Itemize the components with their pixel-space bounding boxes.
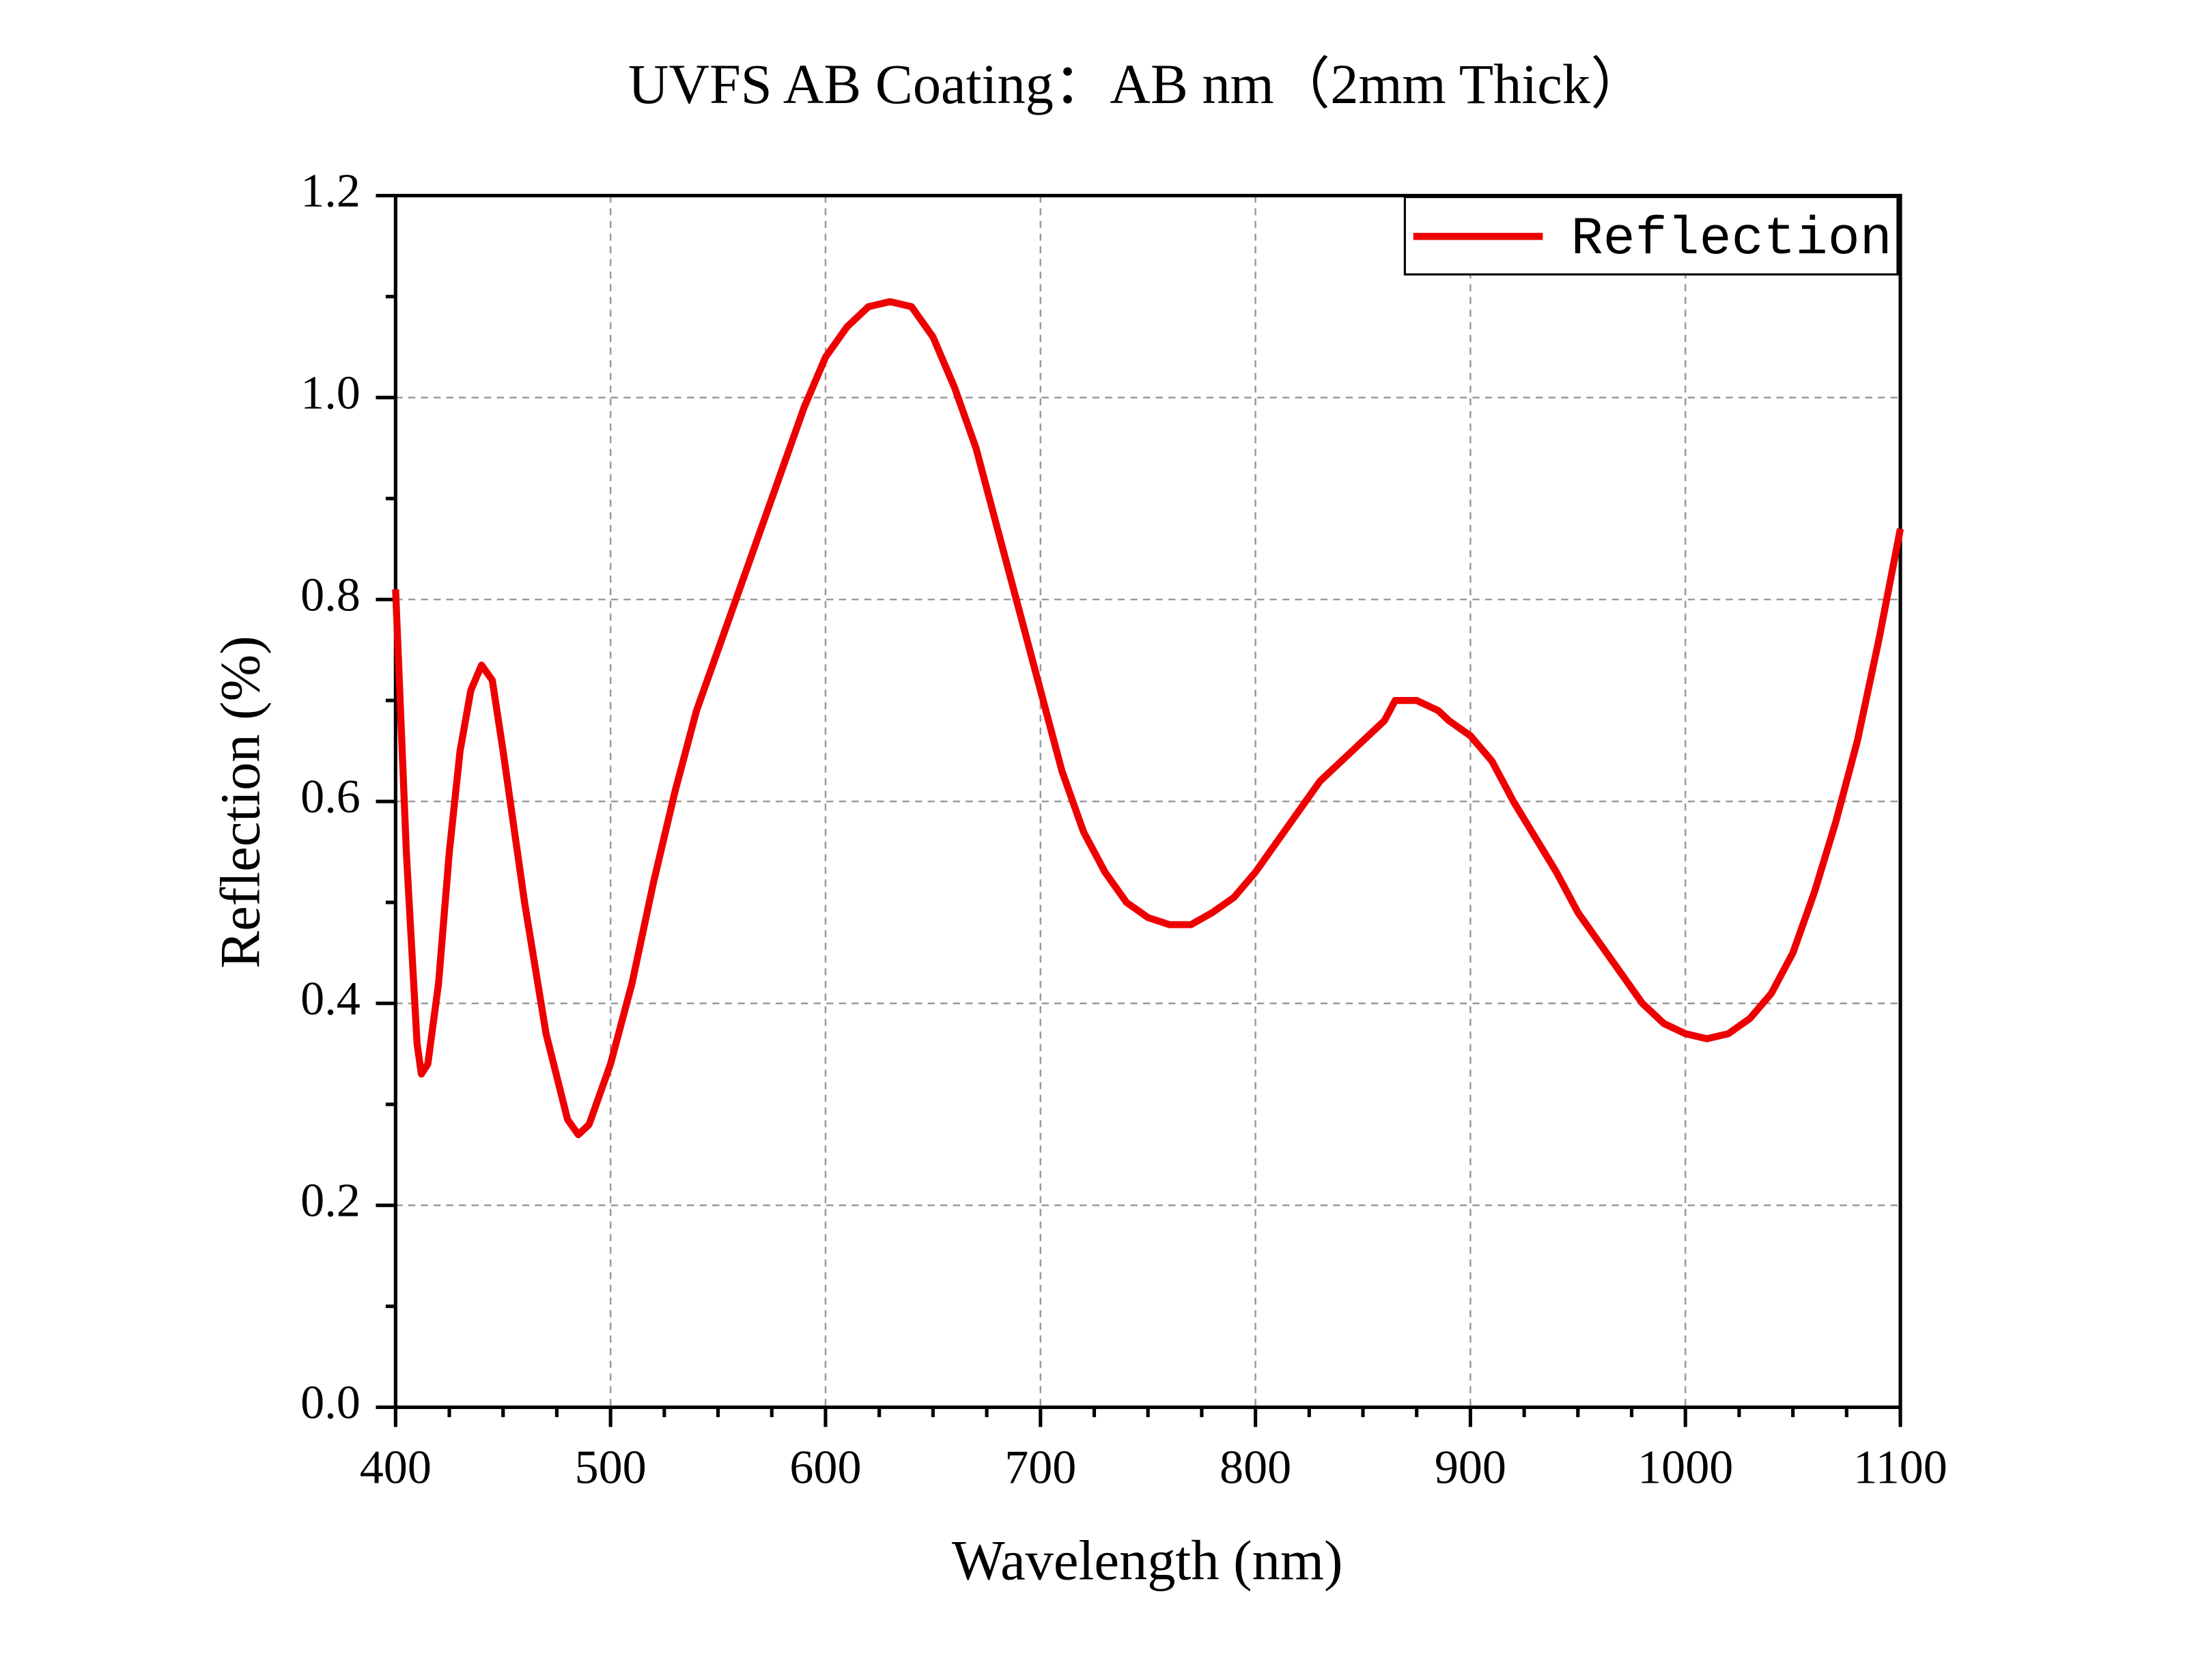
x-tick-label: 500 [575,1441,647,1494]
y-tick-label: 0.6 [300,771,361,823]
y-tick-label: 0.4 [300,973,361,1025]
x-tick-label: 1100 [1853,1441,1947,1494]
line-series [392,298,1904,1139]
chart-title: UVFS AB Coating：AB nm（2mm Thick） [628,53,1647,115]
y-tick-label: 0.8 [300,569,361,621]
x-tick-label: 700 [1004,1441,1076,1494]
legend-label: Reflection [1571,209,1892,270]
x-tick-label: 1000 [1637,1441,1733,1494]
x-tick-label: 800 [1220,1441,1291,1494]
y-tick-label: 0.2 [300,1175,361,1227]
y-tick-label: 1.2 [300,165,361,218]
x-tick-label: 600 [789,1441,861,1494]
y-tick-label: 1.0 [300,367,361,419]
x-axis-label: Wavelength (nm) [952,1529,1343,1591]
y-axis-label: Reflection (%) [210,636,272,969]
x-tick-label: 900 [1435,1441,1506,1494]
y-tick-label: 0.0 [300,1377,361,1429]
x-tick-label: 400 [360,1441,432,1494]
plot-frame [393,193,1902,1410]
